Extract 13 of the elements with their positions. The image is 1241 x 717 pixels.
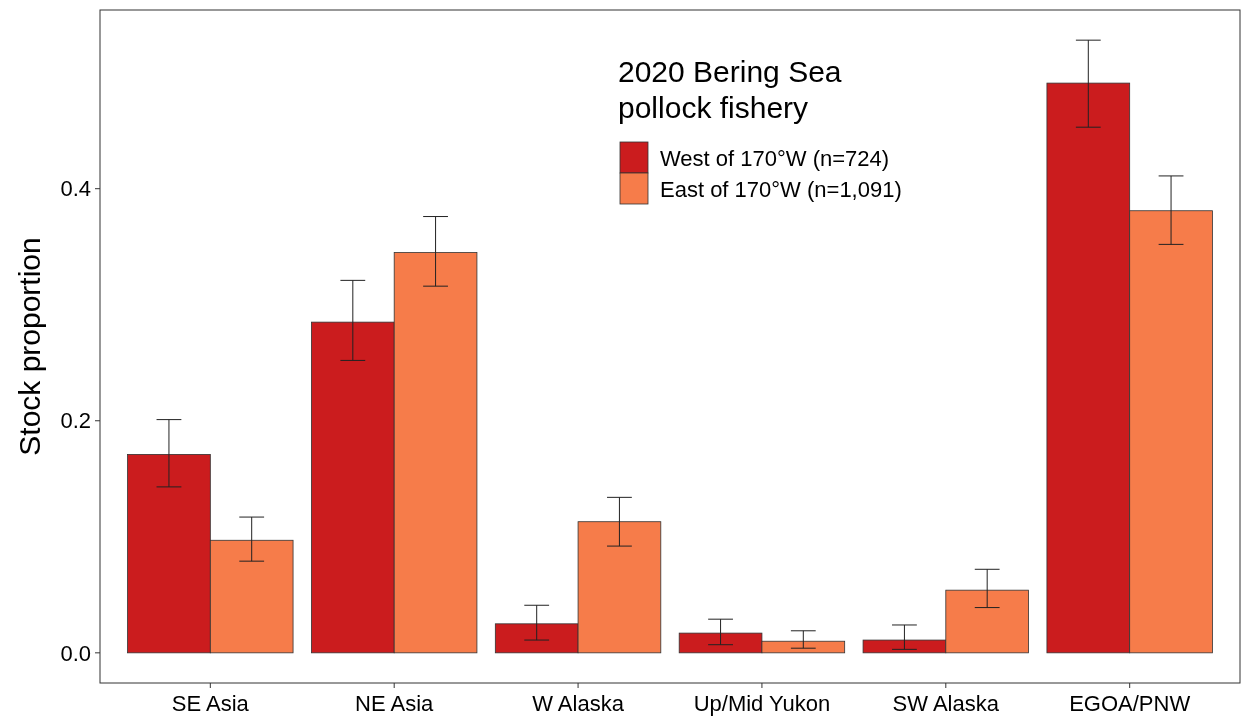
x-tick-label: NE Asia [355, 691, 435, 716]
x-tick-label: Up/Mid Yukon [693, 691, 831, 716]
legend-label: East of 170°W (n=1,091) [660, 176, 902, 202]
y-tick-label: 0.4 [60, 176, 91, 202]
legend-title: 2020 Bering Sea pollock fishery [618, 55, 842, 124]
x-tick-label: EGOA/PNW [1069, 691, 1191, 716]
x-tick-label: W Alaska [532, 691, 625, 716]
y-tick-label: 0.2 [60, 408, 91, 434]
legend-label: West of 170°W (n=724) [660, 145, 890, 171]
x-tick-label: SW Alaska [892, 691, 1000, 716]
x-tick-label: SE Asia [171, 691, 250, 716]
y-tick-label: 0.0 [60, 640, 91, 666]
y-axis-title: Stock proportion [13, 237, 46, 456]
